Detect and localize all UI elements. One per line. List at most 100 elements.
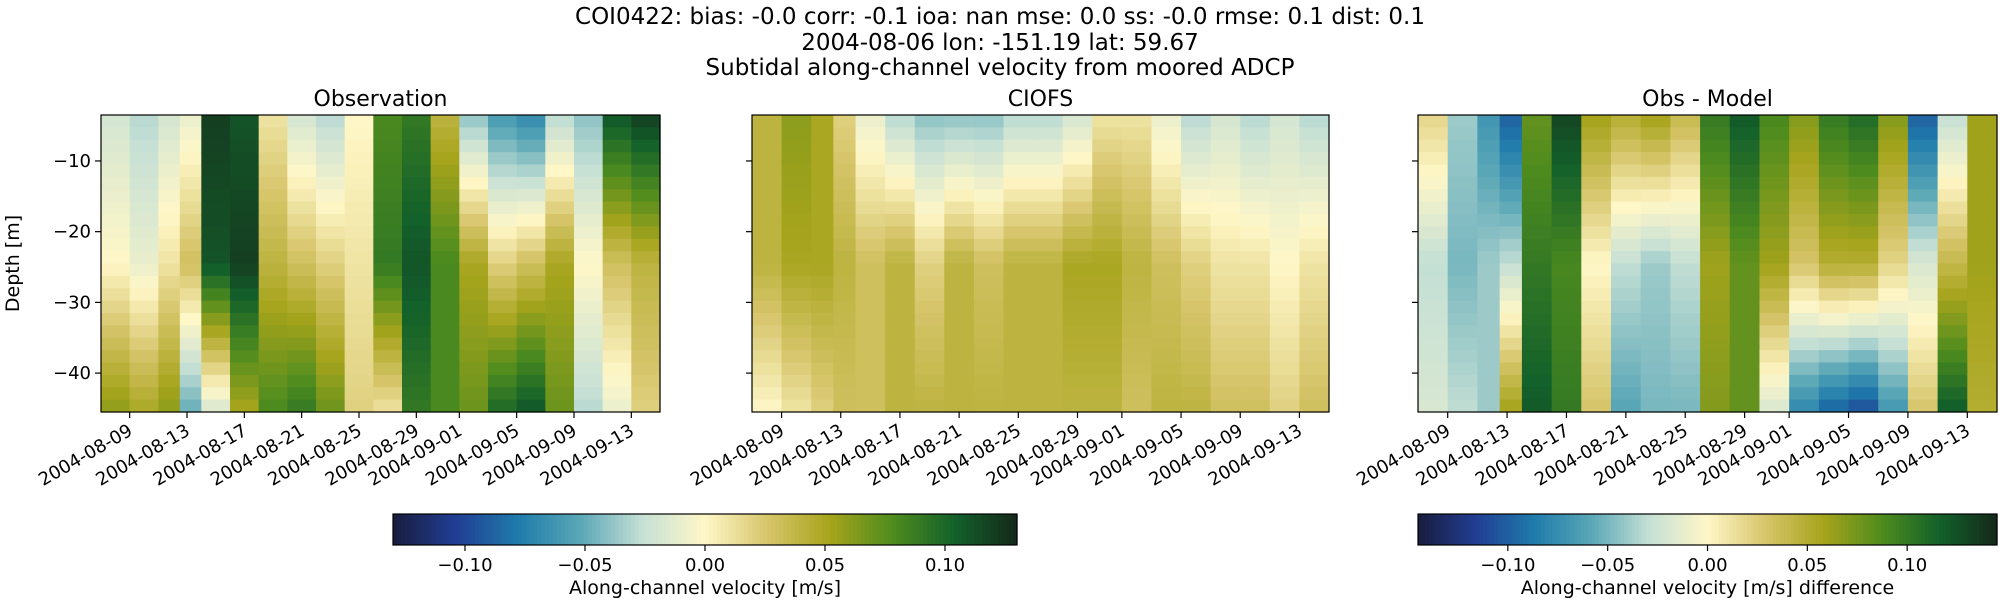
heatmap-cell — [1729, 201, 1761, 215]
colorbar-segment — [1588, 514, 1593, 545]
heatmap-cell — [459, 251, 489, 265]
heatmap-cell — [855, 313, 886, 326]
heatmap-cell — [1121, 350, 1153, 364]
heatmap-cell — [811, 313, 834, 326]
heatmap-cell — [811, 288, 834, 302]
heatmap-cell — [1092, 127, 1123, 141]
heatmap-cell — [1789, 387, 1820, 401]
heatmap-cell — [1640, 115, 1671, 128]
heatmap-cell — [602, 251, 632, 265]
heatmap-cell — [1447, 164, 1478, 178]
heatmap-cell — [287, 350, 317, 364]
heatmap-cell — [1611, 214, 1642, 227]
heatmap-cell — [430, 325, 460, 339]
heatmap-cell — [1848, 313, 1879, 326]
heatmap-cell — [1611, 127, 1642, 141]
heatmap-cell — [1521, 115, 1553, 128]
heatmap-cell — [1447, 176, 1478, 190]
colorbar-segment — [1750, 514, 1756, 545]
heatmap-cell — [545, 251, 575, 265]
heatmap-cell — [855, 337, 886, 351]
heatmap-cell — [833, 176, 857, 190]
heatmap-cell — [1907, 189, 1939, 203]
heatmap-cell — [129, 288, 159, 302]
heatmap-cell — [1700, 362, 1731, 376]
colorbar-segment — [1910, 514, 1915, 545]
heatmap-cell — [488, 399, 518, 413]
heatmap-cell — [781, 325, 812, 339]
heatmap-cell — [316, 300, 346, 314]
heatmap-cell — [1640, 226, 1671, 240]
heatmap-cell — [944, 238, 975, 252]
colorbar-segment — [1765, 514, 1770, 545]
heatmap-cell — [914, 275, 945, 289]
heatmap-cell — [1269, 226, 1301, 240]
heatmap-cell — [1062, 350, 1093, 364]
heatmap-cell — [158, 189, 181, 203]
heatmap-cell — [430, 337, 460, 351]
heatmap-cell — [914, 226, 945, 240]
colorbar-segment — [744, 514, 749, 545]
heatmap-cell — [373, 275, 403, 289]
heatmap-cell — [201, 251, 231, 265]
colorbar-segment — [896, 514, 901, 545]
heatmap-cell — [316, 374, 346, 388]
heatmap-cell — [1121, 362, 1153, 376]
heatmap-cell — [430, 164, 460, 178]
heatmap-cell — [430, 238, 460, 252]
heatmap-cell — [1581, 313, 1612, 326]
heatmap-cell — [1640, 251, 1671, 265]
colorbar-segment — [486, 514, 492, 545]
heatmap-cell — [1789, 251, 1820, 265]
heatmap-cell — [488, 300, 518, 314]
heatmap-cell — [574, 399, 604, 413]
heatmap-cell — [1789, 263, 1820, 277]
heatmap-cell — [602, 387, 632, 401]
colorbar-segment — [529, 514, 534, 545]
heatmap-cell — [1907, 127, 1939, 141]
heatmap-cell — [1759, 288, 1790, 302]
heatmap-cell — [811, 189, 834, 203]
heatmap-cell — [1818, 176, 1850, 190]
heatmap-cell — [129, 176, 159, 190]
heatmap-cell — [602, 115, 632, 128]
heatmap-cell — [201, 115, 231, 128]
colorbar-tick-label: 0.05 — [1787, 555, 1827, 576]
heatmap-cell — [459, 152, 489, 166]
heatmap-cell — [855, 201, 886, 215]
heatmap-cell — [973, 251, 1005, 265]
heatmap-cell — [402, 189, 432, 203]
heatmap-cell — [1447, 288, 1478, 302]
heatmap-cell — [201, 374, 231, 388]
heatmap-cell — [752, 362, 783, 376]
colorbar-segment — [962, 514, 967, 545]
colorbar-segment — [923, 514, 928, 545]
colorbar-segment — [1797, 514, 1803, 545]
heatmap-cell — [1700, 214, 1731, 227]
heatmap-cell — [1670, 313, 1701, 326]
heatmap-cell — [1003, 214, 1034, 227]
colorbar-segment — [603, 514, 609, 545]
heatmap-cell — [101, 399, 131, 413]
colorbar-segment — [985, 514, 991, 545]
heatmap-cell — [1477, 201, 1501, 215]
heatmap-cell — [545, 176, 575, 190]
heatmap-cell — [1937, 139, 1968, 153]
heatmap-cell — [459, 374, 489, 388]
colorbar-segment — [513, 514, 519, 545]
colorbar-segment — [595, 514, 601, 545]
colorbar-segment — [1685, 514, 1691, 545]
heatmap-cell — [1299, 164, 1330, 178]
heatmap-cell — [402, 201, 432, 215]
colorbar-segment — [1949, 514, 1955, 545]
heatmap-cell — [1033, 374, 1064, 388]
heatmap-cell — [1640, 263, 1671, 277]
heatmap-cell — [1499, 288, 1523, 302]
heatmap-cell — [811, 325, 834, 339]
heatmap-cell — [201, 362, 231, 376]
heatmap-cell — [944, 387, 975, 401]
heatmap-cell — [545, 226, 575, 240]
heatmap-cell — [287, 288, 317, 302]
colorbar-segment — [443, 514, 449, 545]
